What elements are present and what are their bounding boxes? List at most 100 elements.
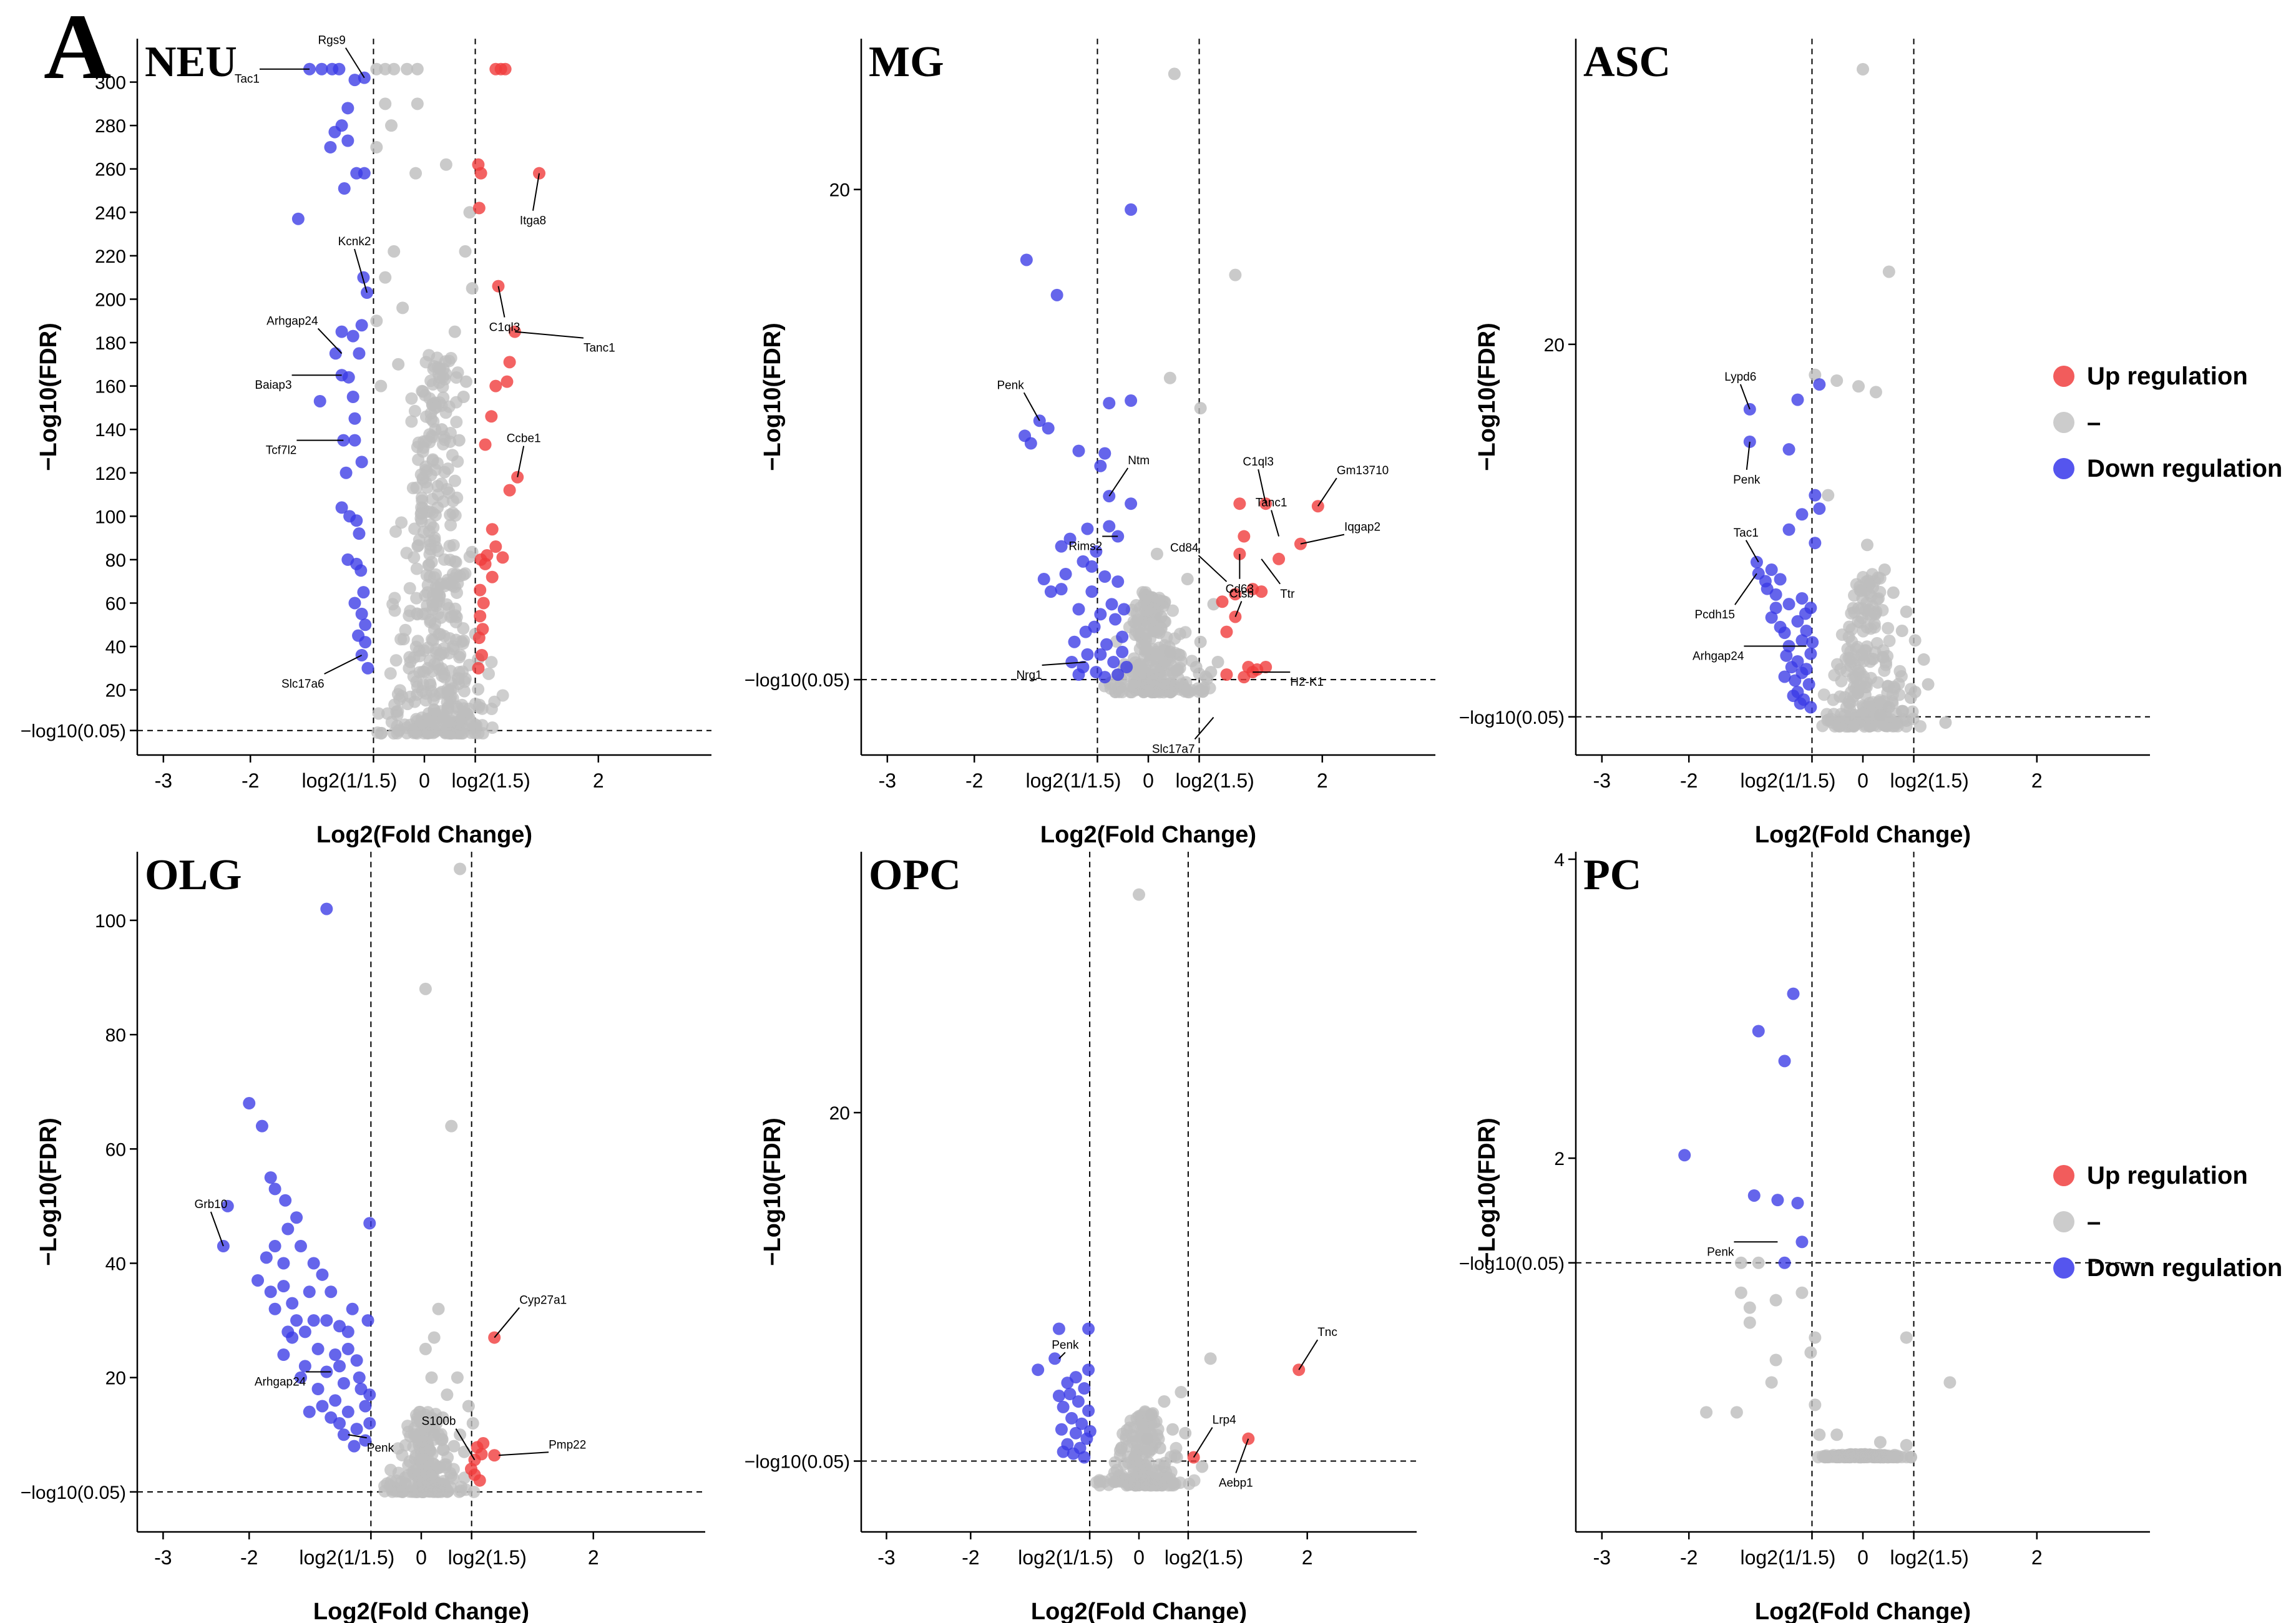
point-up	[1238, 530, 1251, 543]
point-ns	[370, 314, 383, 328]
point-down	[1125, 203, 1138, 216]
x-axis-title: Log2(Fold Change)	[1755, 822, 1971, 848]
point-ns	[1872, 719, 1885, 733]
panel-title: OPC	[869, 851, 961, 899]
point-ns	[1818, 1451, 1831, 1464]
point-down	[1072, 668, 1085, 681]
x-tick-label: 2	[593, 769, 604, 792]
y-tick-label: 20	[829, 180, 850, 201]
y-axis-title: −Log10(FDR)	[1474, 323, 1500, 471]
legend-swatch-down	[2053, 1257, 2074, 1279]
x-tick-label: -3	[154, 1546, 172, 1569]
legend-item-ns: –	[2053, 1199, 2282, 1245]
point-ns	[1869, 386, 1882, 399]
point-down	[264, 1285, 277, 1299]
point-ns	[1888, 1451, 1901, 1464]
y-tick-label: −log10(0.05)	[745, 670, 850, 691]
legend-label-down: Down regulation	[2087, 1254, 2283, 1282]
point-down	[1024, 437, 1037, 450]
point-down	[1804, 647, 1817, 660]
point-ns	[418, 666, 431, 679]
legend-swatch-up	[2053, 366, 2074, 387]
point-ns	[450, 416, 463, 429]
gene-label-leader	[494, 1307, 520, 1338]
point-ns	[1882, 701, 1895, 714]
point-ns	[463, 206, 476, 219]
point-ns	[1816, 719, 1829, 733]
panel-mg: -3 -2 log2(1/1.5) 0 log2(1.5) 2 −log10(0.05) 20…	[745, 38, 1435, 848]
point-ns	[1752, 1256, 1765, 1269]
point-ns	[1859, 1450, 1872, 1463]
gene-label-leader	[497, 286, 506, 318]
y-tick-label: 160	[95, 377, 126, 397]
point-ns	[1884, 713, 1897, 726]
point-ns	[427, 693, 440, 706]
point-ns	[1867, 653, 1880, 666]
point-down	[1055, 1423, 1068, 1436]
point-ns	[1830, 1428, 1844, 1441]
y-tick-label: 180	[95, 333, 126, 354]
gene-label: Grb10	[194, 1198, 227, 1211]
point-down	[1078, 1382, 1091, 1395]
point-ns	[1804, 1346, 1817, 1359]
point-down	[355, 456, 368, 469]
point-up	[485, 410, 498, 423]
point-ns	[425, 555, 438, 568]
point-down	[1795, 592, 1809, 605]
point-ns	[486, 721, 499, 734]
point-down	[1800, 625, 1813, 638]
gene-label: Penk	[997, 379, 1024, 392]
point-ns	[419, 982, 432, 995]
point-ns	[408, 404, 421, 417]
point-down	[333, 62, 346, 76]
point-down	[291, 212, 305, 225]
point-down	[363, 1217, 376, 1230]
point-down	[1042, 422, 1055, 435]
x-tick-label: -3	[879, 769, 896, 792]
gene-label-leader	[1298, 1339, 1319, 1370]
point-ns	[447, 1440, 461, 1453]
point-ns	[1133, 888, 1145, 901]
point-ns	[419, 1443, 432, 1456]
x-tick-label: log2(1/1.5)	[299, 1546, 394, 1569]
x-tick-label: -2	[1680, 769, 1698, 792]
point-ns	[1194, 683, 1207, 696]
gene-label: Cd63	[1226, 583, 1254, 596]
point-up	[496, 551, 509, 564]
point-down	[1782, 443, 1795, 456]
point-ns	[1166, 604, 1180, 617]
point-ns	[1150, 547, 1163, 560]
point-ns	[1844, 713, 1857, 726]
point-ns	[1882, 265, 1895, 278]
point-ns	[1129, 617, 1142, 630]
point-ns	[424, 1469, 437, 1483]
point-down	[357, 586, 370, 599]
point-down	[333, 1360, 346, 1373]
x-tick-label: 0	[416, 1546, 427, 1569]
point-ns	[1734, 1256, 1747, 1269]
point-down	[363, 1388, 376, 1401]
gene-label: S100b	[422, 1415, 456, 1428]
point-down	[357, 271, 370, 284]
point-ns	[1873, 585, 1887, 598]
point-down	[1791, 1196, 1804, 1209]
point-ns	[458, 1471, 471, 1484]
y-tick-label: 220	[95, 246, 126, 267]
gene-label: Iqgap2	[1344, 521, 1380, 534]
point-down	[311, 1383, 325, 1396]
point-down	[350, 514, 363, 527]
x-tick-label: 0	[1857, 1546, 1869, 1569]
point-ns	[454, 862, 467, 875]
gene-label-leader	[1300, 534, 1345, 545]
point-ns	[457, 1445, 471, 1458]
y-tick-label: 260	[95, 160, 126, 180]
point-down	[1072, 444, 1085, 457]
point-ns	[436, 1443, 449, 1456]
point-ns	[405, 392, 418, 405]
point-ns	[432, 1485, 445, 1498]
point-down	[1085, 585, 1098, 598]
point-up	[499, 62, 512, 76]
point-up	[489, 540, 502, 553]
point-ns	[409, 167, 423, 180]
gene-label-leader	[1317, 477, 1337, 507]
